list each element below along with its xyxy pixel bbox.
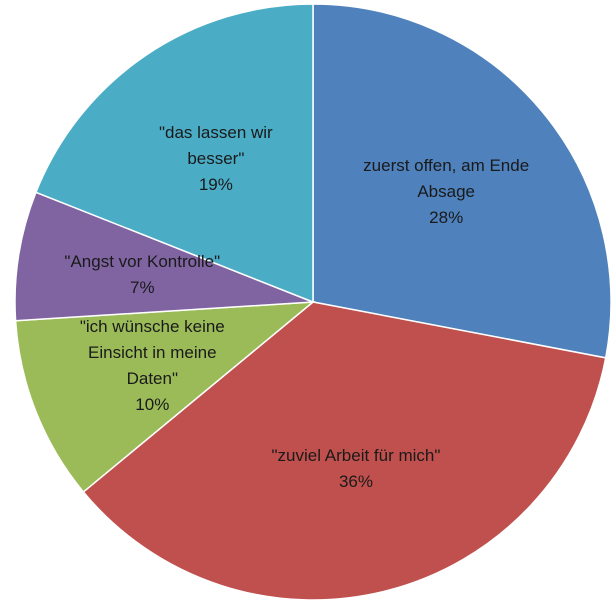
category-label: zuerst offen, am Ende Absage [363, 155, 530, 201]
slice-label: "zuviel Arbeit für mich" 36% [271, 443, 441, 495]
slice-label: "ich wünsche keine Einsicht in meine Dat… [67, 314, 237, 418]
pie-slice [82, 301, 607, 601]
slice-label: "Angst vor Kontrolle" 7% [57, 249, 227, 301]
category-label: "das lassen wir besser" [158, 123, 273, 169]
slice-label: zuerst offen, am Ende Absage 28% [361, 153, 531, 231]
pie-slice [14, 191, 314, 322]
value-label: 28% [429, 207, 464, 227]
value-label: 36% [338, 472, 373, 492]
pie-slice [14, 301, 316, 494]
value-label: 7% [129, 277, 155, 297]
value-label: 19% [198, 175, 233, 195]
slice-label: "das lassen wir besser" 19% [131, 120, 301, 198]
category-label: "zuviel Arbeit für mich" [271, 446, 441, 466]
category-label: "Angst vor Kontrolle" [64, 251, 221, 271]
value-label: 10% [135, 394, 170, 414]
pie-slice [312, 3, 612, 359]
pie-slice [34, 3, 314, 304]
category-label: "ich wünsche keine Einsicht in meine Dat… [79, 316, 225, 388]
